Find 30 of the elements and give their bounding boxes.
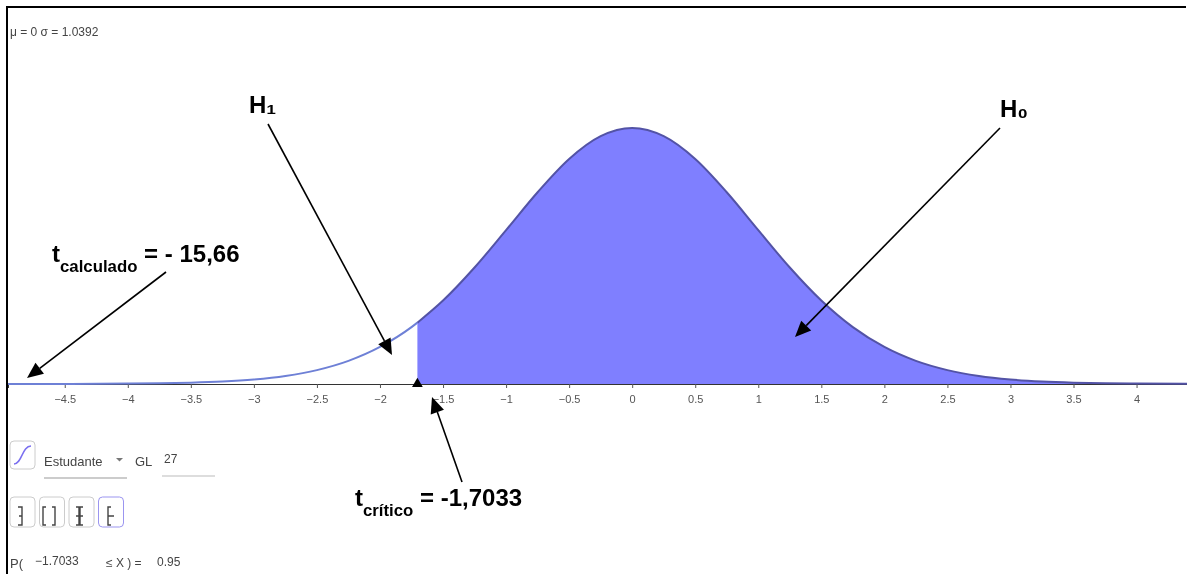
text: Estudante — [44, 454, 103, 469]
x-tick-label: −3 — [248, 393, 261, 406]
text: GL — [135, 454, 153, 469]
text: −1.7033 — [35, 554, 80, 568]
x-tick-label: 2 — [881, 393, 888, 406]
x-tick-label: −4 — [122, 393, 135, 406]
x-tick-label: −2.5 — [306, 393, 329, 406]
x-tick-label: 0.5 — [688, 393, 704, 406]
text: ≤ X ) = — [106, 556, 142, 570]
annotation: t$_{calculado}$ = - 15,66 — [52, 240, 240, 276]
x-tick-label: 4 — [1134, 393, 1141, 406]
x-tick-label: −4.5 — [54, 393, 77, 406]
x-tick-label: 3 — [1007, 393, 1015, 406]
x-tick-label: 0 — [629, 393, 636, 406]
x-tick-label: −1 — [500, 393, 513, 406]
x-tick-label: 1.5 — [814, 393, 830, 406]
text: t$_{crítico}$ = -1,7033 — [355, 484, 523, 520]
x-tick-label: 2.5 — [940, 393, 956, 406]
text: P( — [10, 556, 24, 571]
x-tick-label: −3.5 — [180, 393, 203, 406]
x-tick-label: 3.5 — [1066, 393, 1082, 406]
x-tick-label: −0.5 — [558, 393, 581, 406]
text: 0.95 — [157, 555, 181, 569]
text: 27 — [164, 452, 178, 466]
text: H₀ — [1000, 95, 1029, 122]
text: H₁ — [249, 91, 277, 118]
x-tick-label: −2 — [374, 393, 387, 406]
x-tick-label: −1.5 — [432, 393, 455, 406]
x-tick-label: 1 — [755, 393, 762, 406]
text: μ = 0 σ = 1.0392 — [10, 25, 99, 39]
